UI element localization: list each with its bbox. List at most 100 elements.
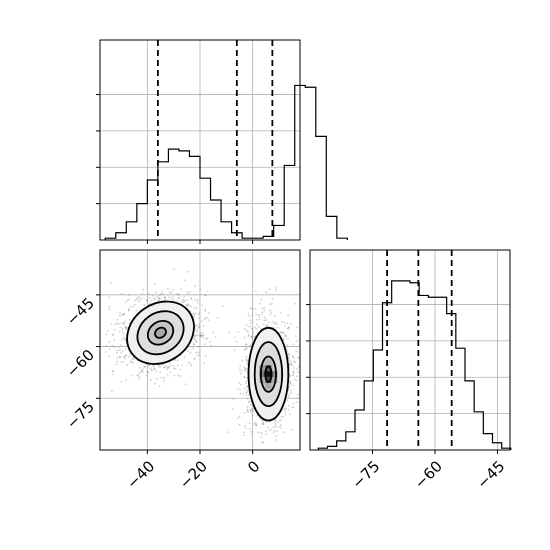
scatter-point <box>154 291 157 294</box>
histogram-y-steps <box>317 280 512 450</box>
histogram-y-quantile-lines <box>386 250 453 450</box>
scatter-point <box>289 383 292 386</box>
scatter-point <box>269 303 272 306</box>
scatter-point <box>132 306 135 308</box>
scatter-point <box>119 355 121 358</box>
scatter-point <box>158 297 161 300</box>
scatter-point <box>286 344 289 347</box>
scatter-point <box>199 334 202 337</box>
scatter-point <box>162 363 165 366</box>
density-cell <box>265 383 272 390</box>
contour-0-3 <box>154 326 167 339</box>
scatter-point <box>238 423 241 426</box>
scatter-point <box>127 307 130 310</box>
scatter-point <box>221 305 224 307</box>
scatter-point <box>204 294 206 296</box>
scatter-point <box>243 348 246 351</box>
scatter-point <box>287 314 290 316</box>
scatter-point <box>246 359 249 362</box>
scatter-point <box>195 340 197 342</box>
scatter-point <box>275 323 278 325</box>
scatter-point <box>172 289 174 292</box>
scatter-point <box>184 279 186 282</box>
scatter-point <box>245 380 248 383</box>
density-cell <box>265 371 272 378</box>
scatter-point <box>116 318 119 321</box>
scatter-point <box>267 321 270 324</box>
scatter-point <box>149 367 151 370</box>
scatter-point <box>260 298 263 301</box>
scatter-point <box>187 350 190 353</box>
scatter-point <box>257 431 259 434</box>
scatter-point <box>132 356 135 359</box>
scatter-point <box>279 331 282 333</box>
scatter-point <box>245 343 248 346</box>
scatter-point <box>261 441 264 444</box>
scatter-point <box>152 365 155 368</box>
scatter-point <box>188 304 191 307</box>
scatter-point <box>146 300 149 302</box>
scatter-point <box>176 364 179 367</box>
scatter-point <box>182 298 185 301</box>
scatter-point <box>243 431 245 434</box>
scatter-point <box>238 382 241 384</box>
scatter-point <box>124 301 127 303</box>
scatter-point <box>296 397 299 399</box>
scatter-point <box>122 336 125 339</box>
scatter-point <box>185 304 188 307</box>
scatter-point <box>163 379 166 382</box>
scatter-point <box>178 296 180 299</box>
scatter-point <box>169 292 172 295</box>
scatter-point <box>154 283 156 285</box>
scatter-point <box>124 320 126 323</box>
scatter-point <box>200 334 203 337</box>
scatter-point <box>262 420 264 422</box>
scatter-point <box>248 393 250 396</box>
scatter-point <box>253 336 256 338</box>
scatter-contours <box>126 300 290 422</box>
scatter-point <box>160 376 163 379</box>
scatter-point <box>258 315 261 318</box>
scatter-point <box>254 326 256 329</box>
scatter-point <box>263 309 266 312</box>
scatter-point <box>285 335 287 337</box>
scatter-point <box>236 340 238 343</box>
scatter-point <box>249 307 252 310</box>
scatter-point <box>251 338 254 340</box>
scatter-point <box>288 395 290 398</box>
scatter-point <box>242 393 245 395</box>
scatter-point <box>178 297 181 299</box>
scatter-point <box>216 317 219 319</box>
scatter-point <box>288 363 291 365</box>
scatter-point <box>254 308 256 310</box>
scatter-point <box>285 335 288 338</box>
scatter-point <box>181 364 183 367</box>
scatter-point <box>248 334 250 336</box>
scatter-point <box>194 335 197 337</box>
scatter-point <box>288 363 291 365</box>
scatter-point <box>288 326 290 328</box>
scatter-point <box>193 358 196 361</box>
scatter-point <box>138 296 141 299</box>
scatter-point <box>287 353 289 355</box>
scatter-point <box>279 312 282 314</box>
scatter-point <box>283 325 286 328</box>
scatter-point <box>148 292 150 295</box>
scatter-point <box>241 359 244 362</box>
scatter-point <box>250 336 253 339</box>
scatter-point <box>111 373 114 376</box>
scatter-point <box>273 429 276 432</box>
histogram-x-grid <box>100 40 300 240</box>
histogram-y-xtick-label-1: −60 <box>411 457 446 492</box>
scatter-point <box>286 399 289 402</box>
scatter-point <box>246 409 249 412</box>
scatter-point <box>193 343 195 346</box>
scatter-point <box>210 344 213 347</box>
scatter-point <box>253 422 256 425</box>
scatter-point <box>158 294 161 297</box>
scatter-point <box>289 380 292 382</box>
scatter-point <box>252 407 255 410</box>
scatter-point <box>155 370 158 373</box>
contour-1-2 <box>259 355 277 393</box>
scatter-point <box>173 299 176 301</box>
